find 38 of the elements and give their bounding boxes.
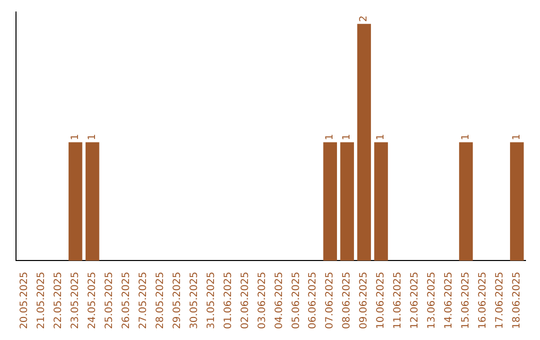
data-label: 1 [87, 134, 98, 140]
x-tick-label: 13.06.2025 [426, 272, 438, 330]
data-label: 2 [358, 15, 370, 22]
x-tick-label: 01.06.2025 [222, 272, 234, 330]
x-tick-label: 22.05.2025 [53, 272, 64, 330]
x-tick-label: 23.05.2025 [70, 272, 82, 330]
x-tick-label: 30.05.2025 [188, 272, 200, 330]
x-tick-label: 10.06.2025 [376, 272, 387, 330]
x-tick-label: 02.06.2025 [240, 272, 251, 330]
x-tick-label: 05.06.2025 [290, 272, 302, 330]
x-tick-label: 26.05.2025 [120, 272, 132, 330]
x-tick-label: 14.06.2025 [444, 272, 455, 330]
x-tick-label: 20.05.2025 [19, 272, 30, 330]
x-tick-label: 25.05.2025 [104, 272, 115, 330]
x-tick-label: 06.06.2025 [308, 272, 319, 330]
x-tick-label: 21.05.2025 [36, 272, 48, 330]
x-tick-label: 18.06.2025 [511, 272, 522, 330]
x-tick-label: 04.06.2025 [274, 272, 285, 330]
x-tick-label: 15.06.2025 [460, 272, 472, 330]
data-label: 1 [376, 134, 387, 140]
data-label: 1 [511, 134, 522, 140]
data-label: 1 [342, 134, 353, 140]
data-label: 1 [460, 134, 472, 140]
data-label: 1 [324, 134, 336, 140]
data-label: 1 [70, 134, 82, 140]
x-tick-label: 07.06.2025 [324, 272, 336, 330]
x-tick-label: 08.06.2025 [342, 272, 353, 330]
x-tick-label: 28.05.2025 [154, 272, 166, 330]
x-tick-label: 31.05.2025 [206, 272, 217, 330]
x-tick-label: 27.05.2025 [138, 272, 149, 330]
x-tick-label: 03.06.2025 [256, 272, 268, 330]
x-tick-label: 09.06.2025 [358, 272, 370, 330]
x-tick-label: 17.06.2025 [494, 272, 506, 330]
x-tick-label: 16.06.2025 [478, 272, 489, 330]
x-tick-label: 29.05.2025 [172, 272, 183, 330]
x-tick-label: 24.05.2025 [87, 272, 98, 330]
x-tick-label: 11.06.2025 [392, 272, 404, 330]
x-tick-label: 12.06.2025 [410, 272, 421, 330]
